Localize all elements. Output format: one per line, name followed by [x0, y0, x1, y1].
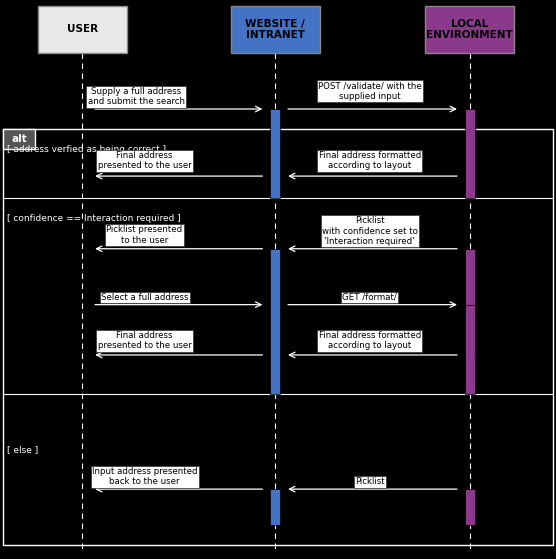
- Bar: [231, 6, 320, 53]
- Text: Final address
presented to the user: Final address presented to the user: [98, 331, 191, 350]
- Bar: [270, 109, 280, 198]
- Text: USER: USER: [67, 25, 98, 34]
- Text: [ else ]: [ else ]: [7, 446, 38, 454]
- Text: [ confidence == Interaction required ]: [ confidence == Interaction required ]: [7, 214, 180, 222]
- Text: [ address verfied as being correct ]: [ address verfied as being correct ]: [7, 145, 166, 154]
- Text: Supply a full address
and submit the search: Supply a full address and submit the sea…: [88, 87, 185, 106]
- Text: Final address formatted
according to layout: Final address formatted according to lay…: [319, 151, 421, 170]
- Text: POST /validate/ with the
supplied input: POST /validate/ with the supplied input: [318, 81, 421, 101]
- Bar: [465, 249, 475, 355]
- Text: Picklist: Picklist: [355, 477, 385, 486]
- Bar: [465, 489, 475, 525]
- Bar: [3, 129, 35, 149]
- Text: GET /format/: GET /format/: [342, 293, 397, 302]
- Bar: [425, 6, 514, 53]
- Bar: [3, 129, 553, 545]
- Text: LOCAL
ENVIRONMENT: LOCAL ENVIRONMENT: [426, 18, 513, 40]
- Text: Input address presented
back to the user: Input address presented back to the user: [92, 467, 197, 486]
- Bar: [270, 249, 280, 394]
- Bar: [465, 109, 475, 198]
- Text: alt: alt: [11, 134, 27, 144]
- Text: Picklist presented
to the user: Picklist presented to the user: [107, 225, 182, 245]
- Text: Final address
presented to the user: Final address presented to the user: [98, 151, 191, 170]
- Text: Select a full address: Select a full address: [101, 293, 188, 302]
- Bar: [270, 489, 280, 525]
- Bar: [38, 6, 127, 53]
- Text: Picklist
with confidence set to
'Interaction required': Picklist with confidence set to 'Interac…: [322, 216, 418, 246]
- Bar: [465, 305, 475, 394]
- Text: Final address formatted
according to layout: Final address formatted according to lay…: [319, 331, 421, 350]
- Text: WEBSITE /
INTRANET: WEBSITE / INTRANET: [245, 18, 305, 40]
